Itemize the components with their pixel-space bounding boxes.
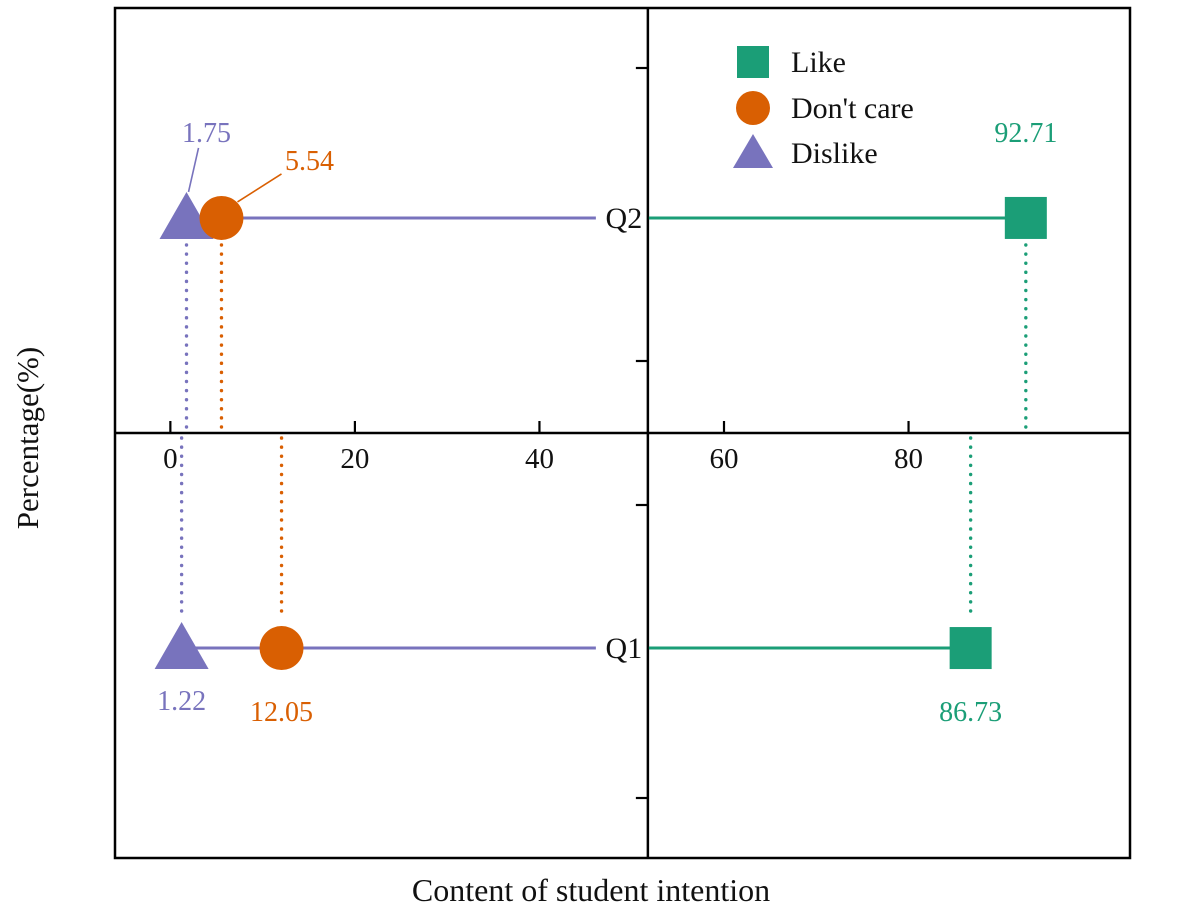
marker-like-q2: [1004, 196, 1047, 239]
value-label-dontcare: 12.05: [250, 697, 313, 728]
value-label-like: 92.71: [994, 118, 1057, 149]
legend-swatch-like: [737, 46, 769, 78]
leader-line-dontcare: [237, 173, 282, 203]
value-label-dontcare: 5.54: [285, 146, 334, 177]
x-tick-label: 60: [710, 443, 739, 475]
legend-label: Dislike: [791, 137, 878, 170]
value-label-like: 86.73: [939, 697, 1002, 728]
category-label: Q1: [606, 632, 643, 665]
legend-label: Don't care: [791, 92, 914, 125]
marker-dontcare-q1: [259, 626, 304, 671]
x-tick-label: 40: [525, 443, 554, 475]
value-label-dislike: 1.75: [182, 118, 231, 149]
leader-line-dislike: [187, 147, 200, 193]
value-label-dislike: 1.22: [157, 686, 206, 717]
legend-label: Like: [791, 46, 846, 79]
x-tick-label: 0: [163, 443, 178, 475]
category-label: Q2: [606, 202, 643, 235]
legend-swatch-dontcare: [736, 91, 770, 125]
x-tick-label: 80: [894, 443, 923, 475]
x-tick-label: 20: [340, 443, 369, 475]
legend-swatch-dislike: [733, 134, 773, 168]
marker-dislike-q2: [159, 191, 214, 239]
marker-dislike-q1: [154, 622, 209, 670]
marker-dontcare-q2: [199, 195, 244, 240]
x-axis-title: Content of student intention: [411, 872, 771, 908]
marker-like-q1: [949, 627, 992, 670]
y-axis-title: Percentage(%): [10, 346, 45, 530]
